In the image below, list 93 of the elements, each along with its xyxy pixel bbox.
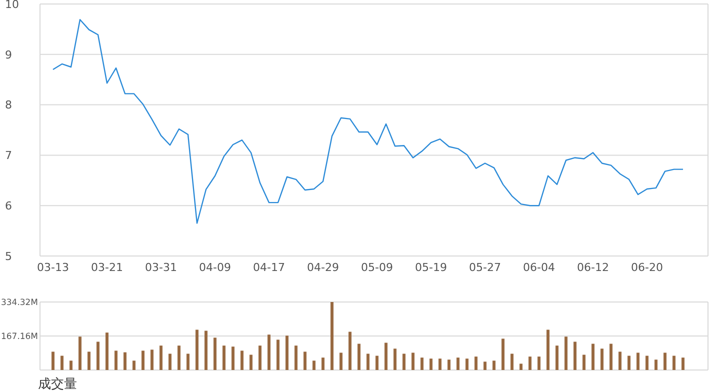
bar [204,330,208,370]
bar [556,346,558,370]
bar [654,360,658,370]
bar [610,344,612,370]
y-tick-label: 5 [5,250,12,263]
bar [502,338,504,370]
x-tick-label: 04-29 [307,261,339,274]
bar [240,350,244,370]
bar [196,330,198,370]
bar [312,360,316,370]
bar [358,344,360,370]
bar [304,352,306,370]
bar [106,332,108,370]
bar [70,360,72,370]
bar [420,358,424,370]
bar [340,352,342,370]
bar [682,358,684,370]
bar [574,342,576,370]
bar [492,360,496,370]
bar [510,354,514,370]
bar [160,346,162,370]
x-tick-label: 05-27 [469,261,501,274]
bar [592,344,594,370]
bar [664,352,666,370]
bar [276,340,280,370]
bar [384,342,388,370]
bar [402,354,406,370]
y-tick-label: 8 [5,98,12,112]
bar [672,356,676,370]
bar [186,354,190,370]
bar [538,356,540,370]
y-tick-label: 167.16M [1,332,38,342]
bar [618,352,622,370]
bar [124,352,126,370]
x-tick-label: 06-04 [523,261,555,274]
bar [376,356,378,370]
bar [294,346,298,370]
bar [60,356,64,370]
bar [286,336,288,370]
bar [88,352,90,370]
bar [474,356,478,370]
bar [520,364,522,370]
x-tick-label: 06-20 [631,261,663,274]
x-tick-label: 05-09 [361,261,393,274]
bar [528,356,532,370]
bar [348,332,352,370]
x-tick-label: 06-12 [577,261,609,274]
bar [448,360,450,370]
y-tick-label: 7 [5,149,12,162]
bar [96,342,100,370]
y-tick-label: 6 [5,199,12,212]
x-tick-label: 05-19 [415,261,447,274]
x-axis-title: 成交量 [38,376,77,392]
bar [430,358,432,370]
bar [646,356,648,370]
bar [484,362,486,370]
bar [52,352,54,370]
bar [456,358,460,370]
bar [142,350,144,370]
bar [232,346,234,370]
bar [258,346,262,370]
x-tick-label: 04-09 [199,261,231,274]
bar [366,354,370,370]
bar [132,360,136,370]
bar [178,346,180,370]
x-tick-label: 03-31 [145,261,177,274]
bar [412,352,414,370]
y-tick-label: 9 [5,48,12,62]
bar [394,348,396,370]
bar [78,336,82,370]
bar [214,338,216,370]
bar [114,350,118,370]
bar [546,330,550,370]
line-series [52,19,684,224]
y-tick-label: 334.32M [1,298,38,308]
x-tick-label: 04-17 [253,261,285,274]
bar [322,358,324,370]
bar [438,358,442,370]
bar [466,358,468,370]
bar [600,348,604,370]
bar [150,350,154,370]
bar [168,354,172,370]
bar [222,346,226,370]
bar [250,354,252,370]
bar [330,302,334,370]
bar [628,356,630,370]
bar [268,334,270,370]
x-tick-label: 03-21 [91,261,123,274]
x-tick-label: 03-13 [37,261,69,274]
y-tick-label: 10 [5,0,19,11]
bar [582,354,586,370]
bar [636,352,640,370]
bar [564,336,568,370]
